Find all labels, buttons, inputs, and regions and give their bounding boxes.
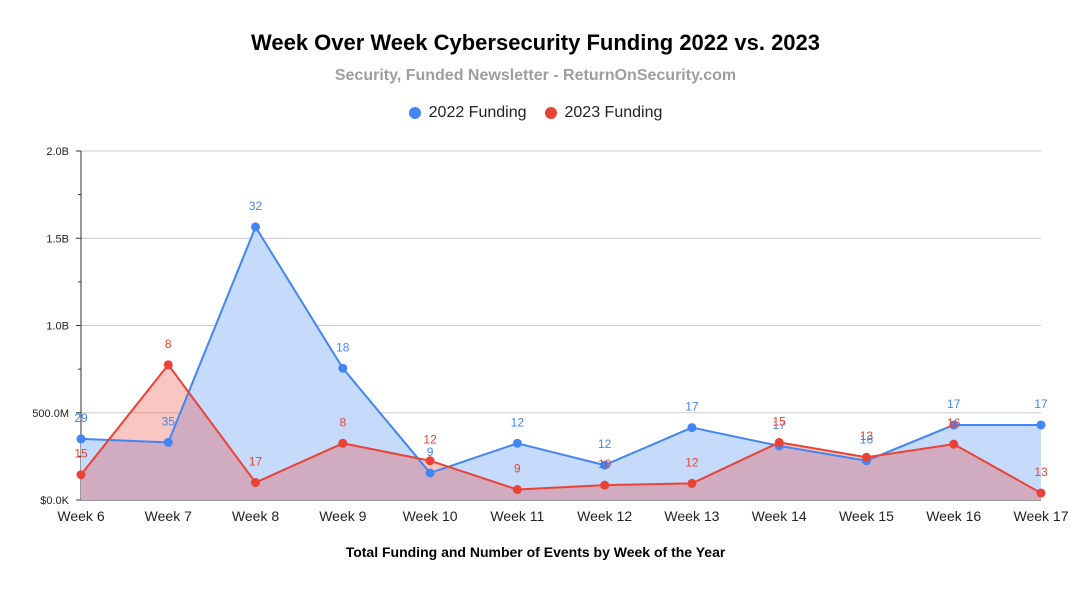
data-label-2023: 12 (423, 433, 437, 447)
data-point-2023[interactable] (425, 456, 435, 466)
y-tick-label: $0.0K (40, 495, 69, 507)
data-label-2022: 9 (427, 445, 434, 459)
x-tick-label: Week 6 (57, 508, 104, 524)
legend-label-2022: 2022 Funding (428, 104, 527, 121)
data-point-2023[interactable] (338, 438, 348, 448)
series-line-2023 (80, 363, 1042, 494)
x-axis-title: Total Funding and Number of Events by We… (345, 544, 726, 560)
data-label-2023: 10 (598, 457, 612, 471)
chart-subtitle: Security, Funded Newsletter - ReturnOnSe… (334, 67, 737, 84)
y-tick-label: 1.5B (46, 233, 69, 245)
data-point-2023[interactable] (512, 485, 522, 495)
legend: 2022 Funding 2023 Funding (0, 104, 1071, 122)
data-point-2022[interactable] (1036, 420, 1046, 430)
legend-marker-2023 (544, 107, 557, 119)
x-tick-label: Week 13 (664, 508, 719, 524)
data-label-2022: 16 (860, 433, 874, 447)
data-label-2022: 17 (1034, 397, 1048, 411)
data-point-2023[interactable] (687, 478, 697, 488)
data-point-2023[interactable] (774, 437, 784, 447)
data-point-2022[interactable] (687, 423, 697, 433)
y-tick-label: 1.0B (46, 321, 69, 333)
legend-label-2023: 2023 Funding (564, 104, 663, 121)
data-label-2022: 18 (336, 340, 350, 354)
legend-entry-2022[interactable]: 2022 Funding (408, 104, 527, 122)
data-label-2022: 32 (249, 199, 263, 213)
x-tick-label: Week 14 (752, 508, 807, 524)
data-point-2023[interactable] (1036, 488, 1046, 498)
legend-entry-2023[interactable]: 2023 Funding (544, 104, 663, 122)
data-label-2022: 17 (773, 418, 787, 432)
data-label-2023: 16 (947, 416, 961, 430)
data-label-2022: 29 (74, 411, 88, 425)
series-area-2022 (81, 226, 1041, 500)
series-area-2023 (81, 364, 1041, 500)
data-point-2022[interactable] (600, 460, 610, 470)
x-tick-label: Week 12 (577, 508, 632, 524)
data-label-2022: 12 (511, 415, 525, 429)
data-label-2022: 17 (947, 397, 961, 411)
data-point-2022[interactable] (163, 437, 173, 447)
data-label-2023: 8 (339, 415, 346, 429)
data-point-2022[interactable] (512, 438, 522, 448)
data-point-2023[interactable] (949, 439, 959, 449)
data-label-2023: 13 (860, 429, 874, 443)
x-tick-label: Week 15 (839, 508, 894, 524)
data-point-2022[interactable] (338, 363, 348, 373)
data-point-2023[interactable] (861, 452, 871, 462)
x-tick-label: Week 16 (926, 508, 981, 524)
data-point-2023[interactable] (600, 480, 610, 490)
data-label-2023: 15 (74, 447, 88, 461)
data-point-2022[interactable] (949, 420, 959, 430)
data-label-2023: 8 (165, 337, 172, 351)
legend-marker-2022 (408, 107, 421, 119)
data-label-2023: 13 (1034, 465, 1048, 479)
x-tick-label: Week 9 (319, 508, 366, 524)
x-tick-label: Week 11 (490, 508, 544, 524)
data-label-2022: 12 (598, 437, 612, 451)
x-tick-label: Week 7 (145, 508, 192, 524)
data-point-2023[interactable] (163, 360, 173, 370)
data-point-2022[interactable] (76, 434, 86, 444)
data-label-2022: 17 (685, 400, 699, 414)
data-point-2023[interactable] (76, 470, 86, 480)
x-tick-label: Week 10 (403, 508, 458, 524)
data-label-2022: 35 (162, 414, 176, 428)
x-tick-label: Week 8 (232, 508, 279, 524)
data-label-2023: 17 (249, 455, 263, 469)
data-label-2023: 15 (773, 414, 787, 428)
data-point-2022[interactable] (425, 468, 435, 478)
y-tick-label: 500.0M (32, 408, 69, 420)
data-label-2023: 12 (685, 455, 699, 469)
data-label-2023: 9 (514, 462, 521, 476)
y-tick-label: 2.0B (46, 146, 69, 158)
data-point-2023[interactable] (251, 478, 261, 488)
x-tick-label: Week 17 (1014, 508, 1069, 524)
data-point-2022[interactable] (251, 222, 261, 232)
chart-title: Week Over Week Cybersecurity Funding 202… (250, 30, 821, 55)
